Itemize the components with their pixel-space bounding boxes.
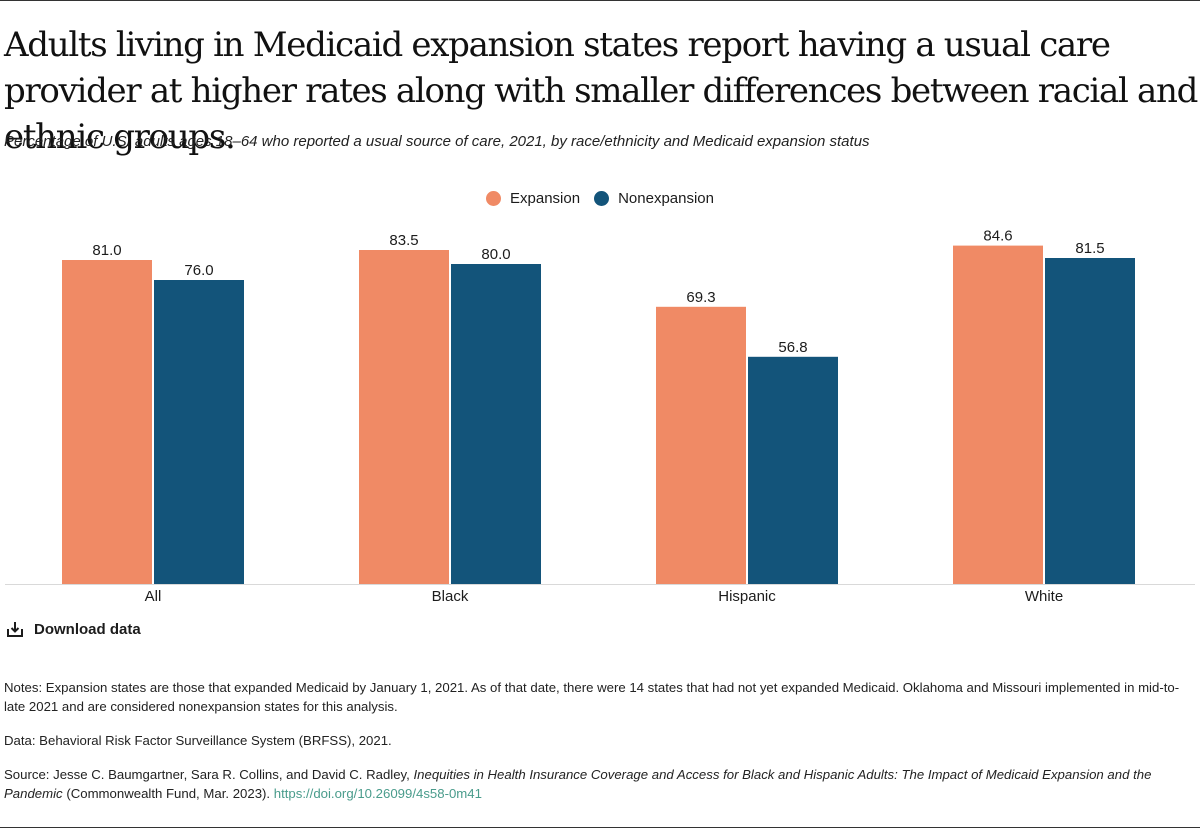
- chart-subtitle: Percentage of U.S. adults ages 18–64 who…: [4, 133, 870, 150]
- download-data-button[interactable]: Download data: [6, 620, 141, 638]
- category-label-all: All: [145, 588, 162, 605]
- bar-nonexpansion-white[interactable]: [1045, 258, 1135, 584]
- legend-item-expansion[interactable]: Expansion: [486, 190, 580, 207]
- footnotes: Notes: Expansion states are those that e…: [4, 678, 1194, 818]
- bar-expansion-black[interactable]: [359, 250, 449, 584]
- bar-chart: 81.0 76.0 All 83.5 80.0 Black 69.3 56.8 Hispanic…: [5, 228, 1195, 605]
- legend-item-nonexpansion[interactable]: Nonexpansion: [594, 190, 714, 207]
- source-suffix: (Commonwealth Fund, Mar. 2023).: [62, 786, 274, 801]
- legend-swatch-nonexpansion: [594, 191, 610, 206]
- source-prefix: Source: Jesse C. Baumgartner, Sara R. Co…: [4, 767, 414, 782]
- notes-text: Notes: Expansion states are those that e…: [4, 680, 1180, 714]
- value-label-nonexpansion-all: 76.0: [184, 262, 213, 279]
- bar-nonexpansion-hispanic[interactable]: [748, 356, 838, 584]
- bar-nonexpansion-black[interactable]: [451, 264, 541, 584]
- value-label-nonexpansion-hispanic: 56.8: [778, 339, 807, 356]
- source-doi-link[interactable]: https://doi.org/10.26099/4s58-0m41: [273, 786, 482, 801]
- download-data-label: Download data: [34, 620, 141, 638]
- data-source-text: Data: Behavioral Risk Factor Surveillanc…: [4, 733, 392, 748]
- bottom-rule: [0, 827, 1200, 828]
- value-label-expansion-hispanic: 69.3: [686, 289, 715, 306]
- category-label-white: White: [1025, 588, 1063, 605]
- source-title: Inequities in Health Insurance Coverage …: [4, 767, 1152, 801]
- download-icon: [7, 622, 23, 637]
- chart-title: Adults living in Medicaid expansion stat…: [4, 25, 1198, 157]
- value-label-expansion-black: 83.5: [389, 232, 418, 249]
- top-rule: [0, 0, 1200, 1]
- source-text: Source: Jesse C. Baumgartner, Sara R. Co…: [4, 765, 1194, 803]
- value-label-expansion-all: 81.0: [92, 242, 121, 259]
- legend-label-nonexpansion: Nonexpansion: [618, 190, 714, 207]
- legend: Expansion Nonexpansion: [0, 190, 1200, 207]
- bar-expansion-hispanic[interactable]: [656, 306, 746, 584]
- category-label-hispanic: Hispanic: [718, 588, 776, 605]
- bar-nonexpansion-all[interactable]: [154, 280, 244, 584]
- bar-expansion-white[interactable]: [953, 245, 1043, 584]
- legend-swatch-expansion: [486, 191, 502, 206]
- value-label-expansion-white: 84.6: [983, 228, 1012, 245]
- value-label-nonexpansion-white: 81.5: [1075, 240, 1104, 257]
- legend-label-expansion: Expansion: [510, 190, 581, 207]
- category-label-black: Black: [432, 588, 469, 605]
- value-label-nonexpansion-black: 80.0: [481, 246, 510, 263]
- bar-expansion-all[interactable]: [62, 260, 152, 584]
